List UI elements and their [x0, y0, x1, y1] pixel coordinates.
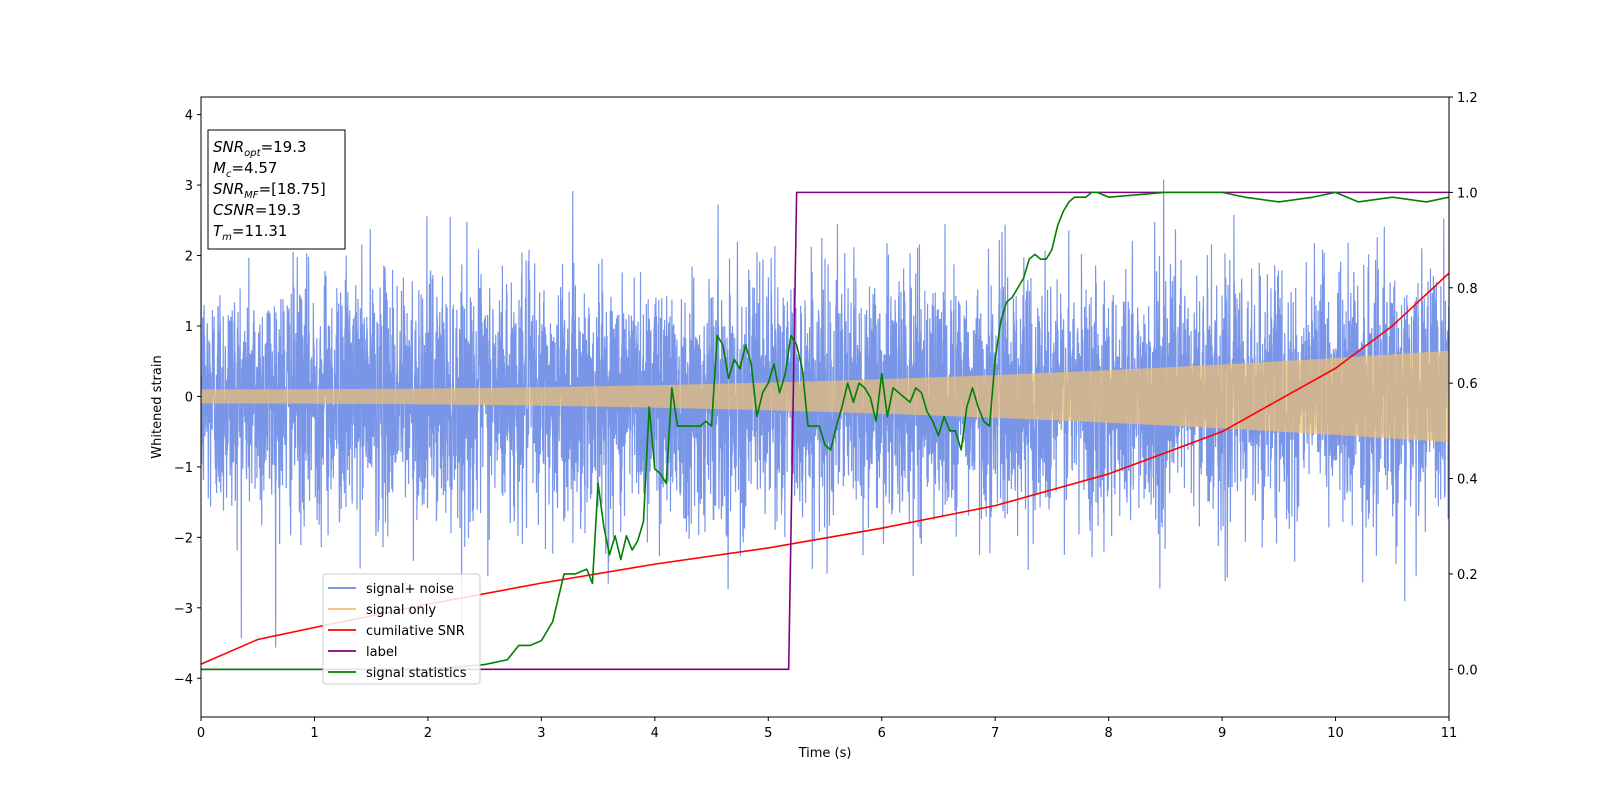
axis-ticks: 0 1 2 3 4 5 6 7 8 9 10 11 −4 −3 −2 −1 0 1 2 3 4 0.0 0.2 0.4 0.6 0… — [174, 91, 1478, 741]
y-tick-label: 0 — [185, 390, 193, 405]
x-tick-label: 2 — [424, 726, 432, 741]
x-tick-label: 8 — [1104, 726, 1112, 741]
y-tick-label: 2 — [185, 250, 193, 265]
axes-frame — [200, 96, 1450, 718]
y2-tick-label: 0.8 — [1457, 282, 1478, 297]
annotation-line: Mc=4.57 — [213, 159, 277, 180]
x-tick-label: 10 — [1327, 726, 1344, 741]
legend-label: signal+ noise — [366, 582, 454, 597]
y-tick-label: −2 — [174, 531, 193, 546]
y-tick-label: −3 — [174, 602, 193, 617]
y-tick-label: 3 — [185, 179, 193, 194]
x-tick-label: 0 — [197, 726, 205, 741]
y2-tick-label: 0.2 — [1457, 568, 1478, 583]
stats-annotation-box: SNRopt=19.3Mc=4.57SNRMF=[18.75]CSNR=19.3… — [207, 129, 346, 250]
y-axis-label: Whitened strain — [150, 355, 165, 458]
x-tick-label: 3 — [537, 726, 545, 741]
legend: signal+ noise signal only cumilative SNR la… — [322, 573, 481, 685]
legend-label: signal only — [366, 603, 436, 618]
x-tick-label: 7 — [991, 726, 999, 741]
x-tick-label: 6 — [878, 726, 886, 741]
y2-tick-label: 1.2 — [1457, 91, 1478, 106]
annotation-frame — [207, 129, 346, 250]
y2-tick-label: 1.0 — [1457, 186, 1478, 201]
annotation-line: SNRopt=19.3 — [213, 138, 307, 159]
x-tick-label: 4 — [651, 726, 659, 741]
y-tick-label: 4 — [185, 109, 193, 124]
annotation-line: Tm=11.31 — [213, 222, 287, 243]
y2-tick-label: 0.6 — [1457, 377, 1478, 392]
legend-frame — [322, 573, 481, 685]
y2-tick-label: 0.0 — [1457, 663, 1478, 678]
legend-label: cumilative SNR — [366, 624, 465, 639]
y-tick-label: −4 — [174, 672, 193, 687]
x-tick-label: 11 — [1441, 726, 1458, 741]
x-tick-label: 9 — [1218, 726, 1226, 741]
series-label — [201, 191, 1449, 671]
legend-label: signal statistics — [366, 666, 467, 681]
y2-tick-label: 0.4 — [1457, 473, 1478, 488]
legend-label: label — [366, 645, 397, 660]
series-signal-only — [201, 350, 1449, 443]
series-signal-statistics — [201, 191, 1449, 671]
y-tick-label: −1 — [174, 461, 193, 476]
x-tick-label: 1 — [310, 726, 318, 741]
x-tick-label: 5 — [764, 726, 772, 741]
x-axis-label: Time (s) — [798, 746, 852, 761]
annotation-line: CSNR=19.3 — [213, 201, 301, 219]
y-tick-label: 1 — [185, 320, 193, 335]
annotation-line: SNRMF=[18.75] — [213, 180, 326, 201]
